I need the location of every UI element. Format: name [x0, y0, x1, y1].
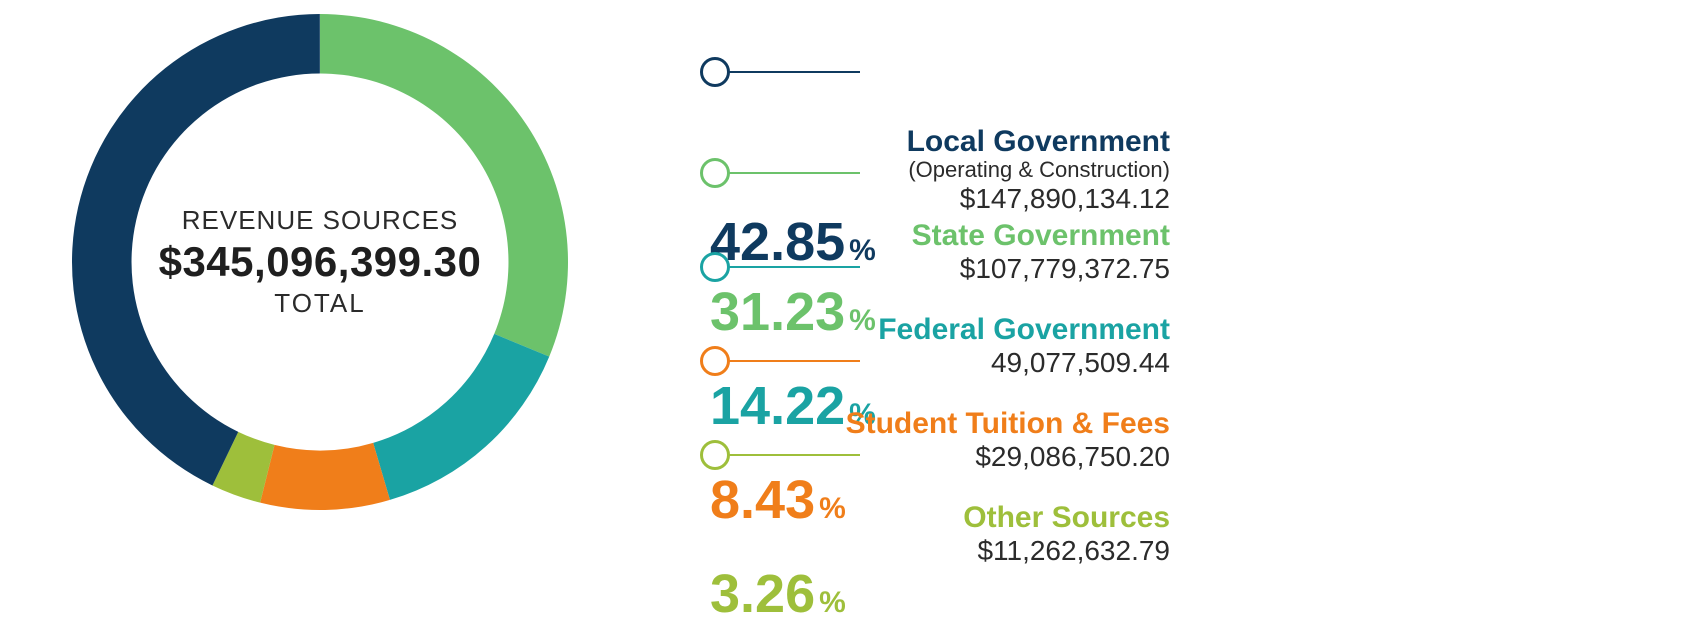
legend-title: Local Government [907, 126, 1170, 158]
legend-marker-icon [700, 158, 730, 188]
legend-leader [700, 220, 860, 314]
legend-subtitle: (Operating & Construction) [908, 158, 1170, 182]
legend-leader-line [727, 360, 860, 362]
donut-center: REVENUE SOURCES $345,096,399.30 TOTAL [60, 10, 580, 514]
legend-leader-line [727, 266, 860, 268]
legend: Local Government(Operating & Constructio… [700, 18, 1660, 508]
revenue-infographic: REVENUE SOURCES $345,096,399.30 TOTAL Lo… [0, 0, 1682, 524]
legend-leader-line [727, 454, 860, 456]
legend-item-other: Other Sources$11,262,632.793.26% [700, 408, 1660, 502]
legend-amount: 49,077,509.44 [991, 346, 1170, 380]
legend-leader [700, 18, 860, 126]
legend-amount: $29,086,750.20 [975, 440, 1170, 474]
legend-percent: 3.26% [700, 567, 1660, 621]
legend-item-federal: Federal Government49,077,509.4414.22% [700, 220, 1660, 314]
legend-percent-sym: % [819, 586, 846, 620]
center-label-top: REVENUE SOURCES [182, 205, 459, 236]
legend-item-state: State Government$107,779,372.7531.23% [700, 126, 1660, 220]
legend-marker-icon [700, 440, 730, 470]
legend-marker-icon [700, 346, 730, 376]
legend-leader-line [727, 71, 860, 73]
legend-amount: $147,890,134.12 [960, 182, 1170, 216]
legend-marker-icon [700, 252, 730, 282]
legend-title: Federal Government [878, 314, 1170, 346]
center-total: $345,096,399.30 [159, 238, 482, 286]
legend-leader-line [727, 172, 860, 174]
legend-item-tuition: Student Tuition & Fees$29,086,750.208.43… [700, 314, 1660, 408]
legend-title: Other Sources [963, 502, 1170, 534]
center-label-bottom: TOTAL [274, 288, 365, 319]
legend-leader [700, 408, 860, 502]
legend-leader [700, 126, 860, 220]
legend-percent-num: 3.26 [710, 567, 815, 621]
legend-item-local: Local Government(Operating & Constructio… [700, 18, 1660, 126]
legend-amount: $107,779,372.75 [960, 252, 1170, 286]
legend-amount: $11,262,632.79 [977, 534, 1170, 568]
legend-title: Student Tuition & Fees [846, 408, 1170, 440]
legend-title: State Government [912, 220, 1170, 252]
legend-leader [700, 314, 860, 408]
legend-marker-icon [700, 57, 730, 87]
